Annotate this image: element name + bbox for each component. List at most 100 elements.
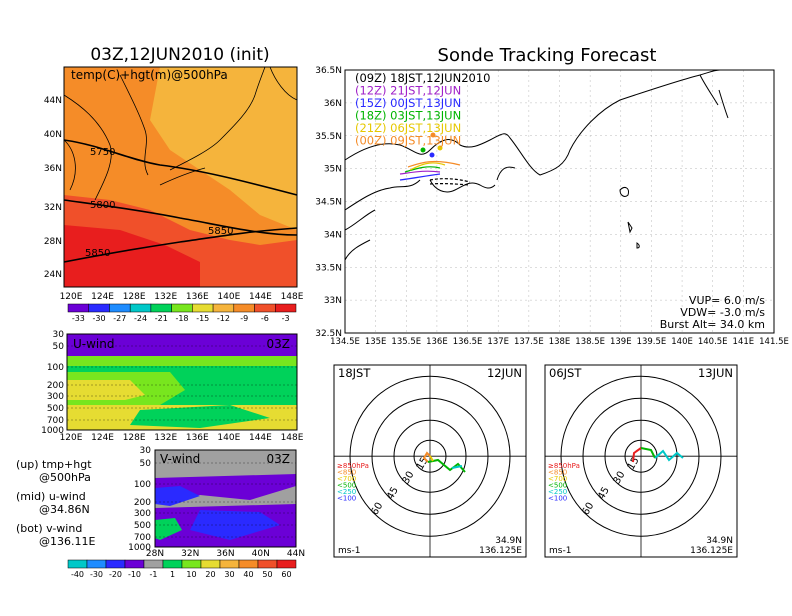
contour-5850 [63, 227, 298, 263]
track-lat-ticks: 36.5N 36N 35.5N 35N 34.5N 34N 33.5N 33N 32.5N [315, 66, 342, 339]
track-18z [404, 166, 441, 173]
u-pressure-tick: 100 [47, 363, 64, 373]
wind-colorbar-swatch [181, 559, 202, 569]
u-lon-ticks: 120E 124E 128E 132E 136E 140E 144E 148E [60, 433, 304, 443]
v-lat-ticks: 28N 32N 36N 40N 44N [146, 549, 305, 559]
temp-colorbar-swatch [129, 303, 152, 313]
track-lon-tick: 138E [549, 337, 571, 347]
u-pressure-tick: 200 [47, 381, 64, 391]
temp-lat-tick: 44N [44, 96, 62, 106]
coast-kii [429, 166, 516, 193]
temp-lon-tick: 132E [154, 292, 177, 302]
track-lon-tick: 135E [365, 337, 387, 347]
track-lat-tick: 34N [324, 230, 342, 240]
track-map-frame [344, 69, 775, 334]
temp-lon-tick: 140E [217, 292, 240, 302]
temp-map-panel: temp(C)+hgt(m)@500hPa 5750 5800 5850 585… [44, 66, 304, 302]
left-title: 03Z,12JUN2010 (init) [90, 45, 269, 65]
v-pressure-tick: 700 [134, 533, 151, 543]
wind-colorbar-swatch [124, 559, 145, 569]
v-pressure-tick: 500 [134, 521, 151, 531]
v-pressure-tick: 100 [134, 480, 151, 490]
v-wind-label: V-wind [160, 452, 200, 466]
contour-label-5850a: 5850 [208, 226, 233, 237]
track-lat-tick: 32.5N [315, 329, 342, 339]
hodo-left-trace-upper [451, 465, 463, 469]
temp-lat-tick: 24N [44, 270, 62, 280]
track-legend-entry: (21Z) 06JST,13JUN [355, 121, 461, 135]
temp-colorbar-swatch [254, 303, 276, 313]
hodo-level-label: <100 [337, 495, 356, 503]
wind-colorbar-swatch [257, 559, 278, 569]
contour-5800 [63, 199, 298, 236]
v-pressure-tick: 1000 [128, 543, 151, 553]
track-12z [399, 170, 441, 175]
u-pressure-tick: 1000 [41, 426, 64, 436]
hodo-time: 18JST [338, 366, 371, 380]
hodo-level-label: ≥850hPa [548, 462, 580, 470]
u-lon-tick: 144E [249, 433, 272, 443]
u-lon-tick: 136E [186, 433, 209, 443]
v-lat-tick: 44N [287, 549, 305, 559]
temp-panel-label: temp(C)+hgt(m)@500hPa [71, 68, 228, 82]
hodo-level-label: <500 [337, 482, 356, 490]
temp-lat-tick: 32N [44, 203, 62, 213]
wind-colorbar-label: 50 [262, 570, 272, 579]
temp-colorbar-swatch [233, 303, 255, 313]
hodo-right-trace-upper [654, 449, 684, 462]
param-vdw: VDW= -3.0 m/s [680, 306, 765, 319]
wind-colorbar-swatch [105, 559, 126, 569]
temp-lon-tick: 148E [281, 292, 304, 302]
u-pressure-tick: 50 [53, 342, 65, 352]
track-09z [429, 178, 471, 186]
u-pressure-tick: 500 [47, 404, 64, 414]
hodo-date: 13JUN [698, 366, 733, 380]
temp-colorbar-label: -27 [113, 314, 126, 323]
track-legend-entry: (15Z) 00JST,13JUN [355, 96, 461, 110]
legend-up-1: (up) tmp+hgt [16, 458, 92, 471]
wind-colorbar-label: 30 [224, 570, 234, 579]
u-pressure-tick: 300 [47, 392, 64, 402]
wind-colorbar-label: 20 [205, 570, 215, 579]
panel-legend: (up) tmp+hgt @500hPa (mid) u-wind @34.86… [16, 458, 95, 548]
temp-colorbar-label: -3 [282, 314, 290, 323]
u-wind-frame [66, 333, 298, 431]
temp-lon-tick: 144E [249, 292, 272, 302]
sonde-tracks [399, 132, 471, 186]
temp-lon-tick: 120E [60, 292, 83, 302]
track-15z [399, 173, 441, 181]
hodo-level-label: <700 [548, 475, 567, 483]
u-wind-band2 [67, 356, 297, 366]
v-lat-tick: 28N [146, 549, 164, 559]
track-legend-entry: (09Z) 18JST,12JUN2010 [355, 71, 490, 85]
wind-colorbar-label: -1 [150, 570, 158, 579]
track-lon-ticks: 134.5E 135E 135.5E 136E 136.5E 137E 137.5E 138E… [330, 337, 789, 347]
track-lat-tick: 35.5N [315, 132, 342, 142]
v-pressure-tick: 30 [140, 446, 152, 456]
coast-honshu [344, 69, 721, 176]
wind-colorbar-swatch [219, 559, 240, 569]
track-lat-tick: 36N [324, 99, 342, 109]
hodo-date: 12JUN [487, 366, 522, 380]
hodo-right-trace-lower [632, 447, 642, 463]
v-lat-tick: 36N [216, 549, 234, 559]
temp-colorbar-swatch [212, 303, 235, 313]
track-lat-tick: 33N [324, 296, 342, 306]
track-lon-tick: 140E [671, 337, 693, 347]
contour-label-5850b: 5850 [85, 248, 110, 259]
wind-colorbar-swatch [143, 559, 164, 569]
track-lon-tick: 134.5E [330, 337, 360, 347]
temp-colorbar-label: -12 [217, 314, 230, 323]
param-vup: VUP= 6.0 m/s [689, 294, 765, 307]
v-lat-tick: 40N [252, 549, 270, 559]
hodo-left-trace-lower [422, 451, 431, 463]
v-wind-frame [154, 449, 297, 548]
u-lon-tick: 128E [123, 433, 146, 443]
temp-colorbar-label: -24 [134, 314, 147, 323]
u-lon-tick: 124E [91, 433, 114, 443]
track-lon-tick: 139.5E [637, 337, 667, 347]
